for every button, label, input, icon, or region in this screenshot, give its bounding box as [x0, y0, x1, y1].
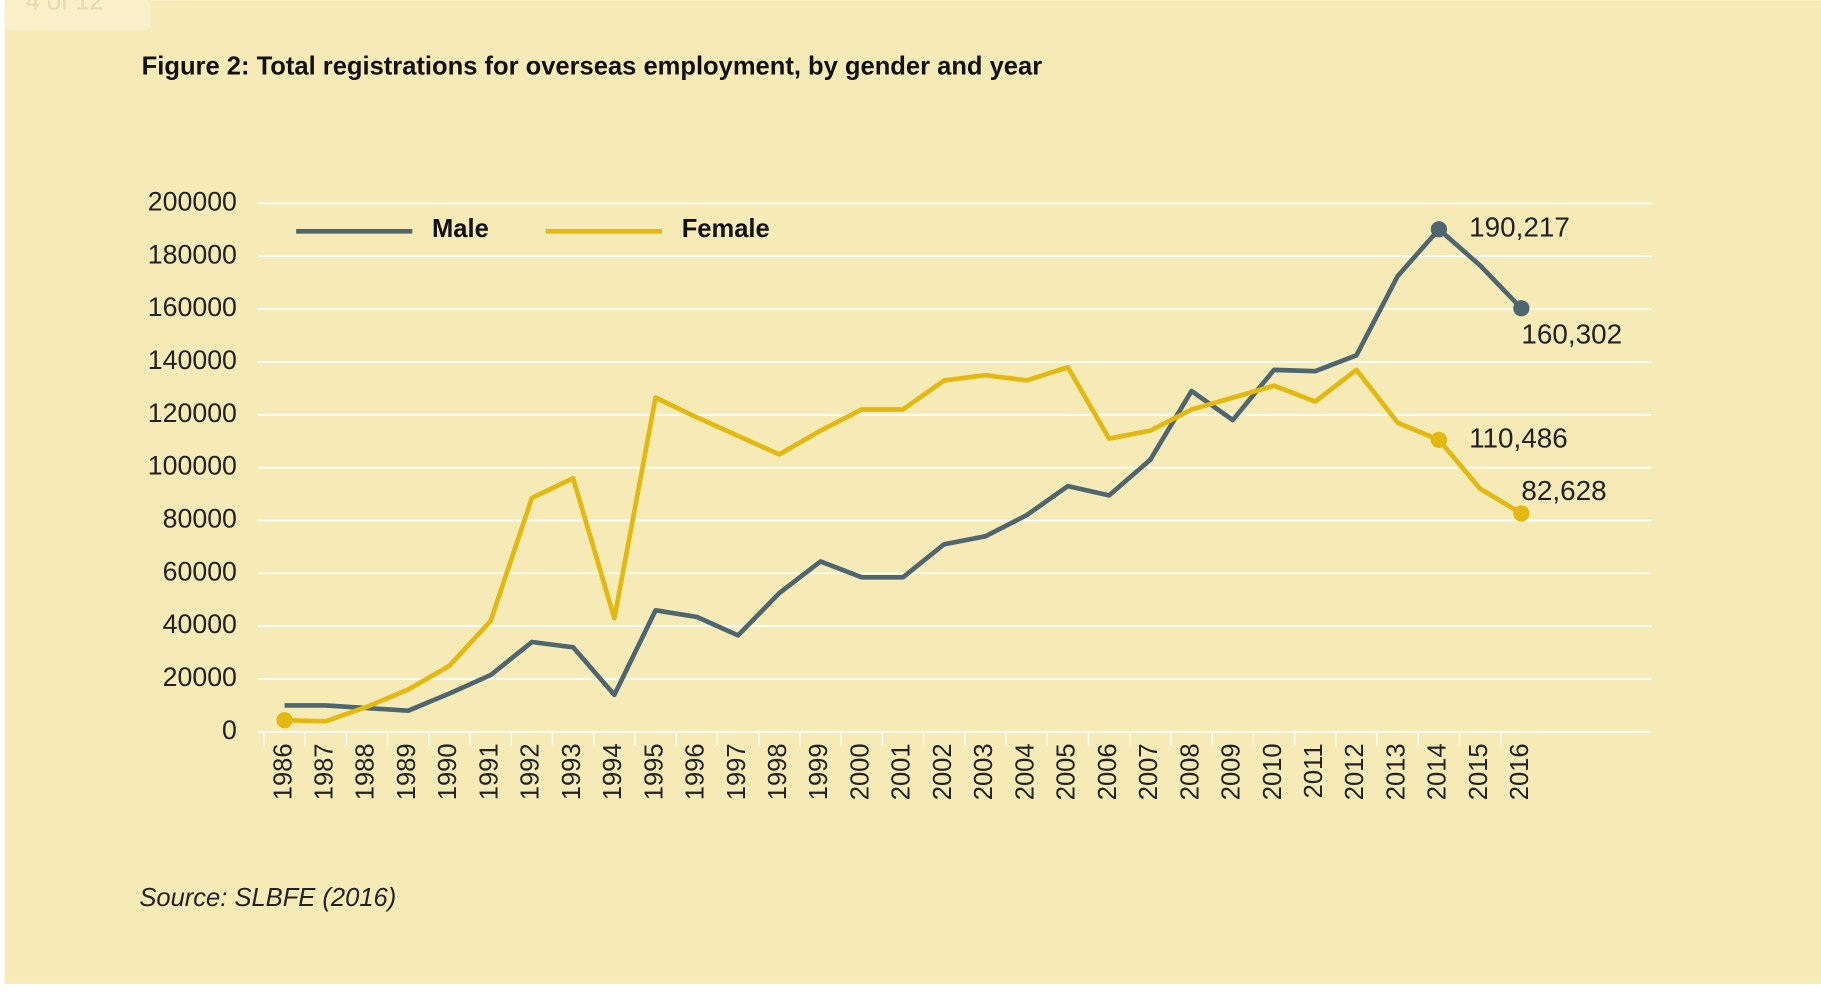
x-tick-label: 2013 — [1382, 743, 1410, 800]
x-tick-label: 2009 — [1218, 743, 1246, 800]
x-tick-label: 2006 — [1094, 743, 1122, 800]
y-tick-label: 0 — [222, 715, 237, 745]
data-label: 190,217 — [1469, 212, 1570, 243]
figure-background — [4, 0, 1821, 984]
data-label: 82,628 — [1521, 475, 1606, 506]
x-tick-label: 1995 — [640, 743, 668, 800]
x-tick-label: 2012 — [1341, 743, 1369, 800]
page-indicator: 4 of 12 — [26, 0, 104, 15]
x-tick-label: 1992 — [517, 743, 545, 800]
x-tick-label: 1999 — [805, 743, 833, 800]
legend-label: Male — [432, 215, 489, 243]
x-tick-label: 2002 — [929, 743, 957, 800]
x-tick-label: 1997 — [723, 743, 751, 800]
x-tick-label: 1986 — [269, 743, 297, 800]
y-tick-label: 40000 — [163, 609, 237, 639]
y-tick-label: 120000 — [148, 398, 237, 428]
x-tick-label: 1991 — [475, 743, 503, 800]
x-tick-label: 1990 — [434, 743, 462, 800]
x-tick-label: 2015 — [1465, 743, 1493, 800]
x-tick-label: 2000 — [846, 743, 874, 800]
y-tick-label: 160000 — [148, 292, 237, 322]
page-indicator-box — [4, 0, 151, 31]
x-tick-label: 2016 — [1506, 743, 1534, 800]
x-tick-label: 1993 — [558, 743, 586, 800]
y-tick-label: 140000 — [148, 345, 237, 375]
y-tick-label: 200000 — [148, 186, 237, 216]
data-point — [1513, 505, 1530, 522]
x-tick-label: 2004 — [1011, 743, 1039, 800]
data-line — [284, 364, 1523, 724]
y-tick-label: 80000 — [163, 504, 237, 534]
data-point — [1513, 300, 1530, 317]
x-tick-label: 2001 — [888, 743, 916, 800]
x-tick-label: 1988 — [352, 743, 380, 800]
data-label: 110,486 — [1469, 422, 1568, 453]
data-line — [284, 226, 1524, 714]
x-tick-label: 2005 — [1053, 743, 1081, 800]
data-point — [276, 712, 293, 729]
x-tick-label: 1987 — [311, 743, 339, 800]
chart-title: Figure 2: Total registrations for overse… — [142, 52, 1043, 80]
x-tick-label: 2014 — [1424, 743, 1452, 800]
legend-label: Female — [682, 215, 770, 243]
y-tick-label: 60000 — [163, 556, 237, 586]
source-note: Source: SLBFE (2016) — [139, 884, 396, 912]
x-tick-label: 2003 — [970, 743, 998, 800]
y-tick-label: 180000 — [148, 239, 237, 269]
x-tick-label: 2011 — [1300, 743, 1328, 798]
x-tick-label: 1998 — [764, 743, 792, 800]
x-tick-label: 1994 — [599, 743, 627, 800]
x-tick-label: 2008 — [1176, 743, 1204, 800]
data-label: 160,302 — [1521, 319, 1622, 350]
y-tick-label: 20000 — [163, 662, 237, 692]
data-point — [1430, 221, 1448, 238]
data-point — [1430, 431, 1448, 449]
x-tick-label: 1996 — [682, 743, 710, 800]
x-tick-label: 2010 — [1259, 743, 1287, 800]
x-tick-label: 2007 — [1135, 743, 1163, 800]
y-tick-label: 100000 — [148, 451, 237, 481]
x-tick-label: 1989 — [393, 743, 421, 800]
